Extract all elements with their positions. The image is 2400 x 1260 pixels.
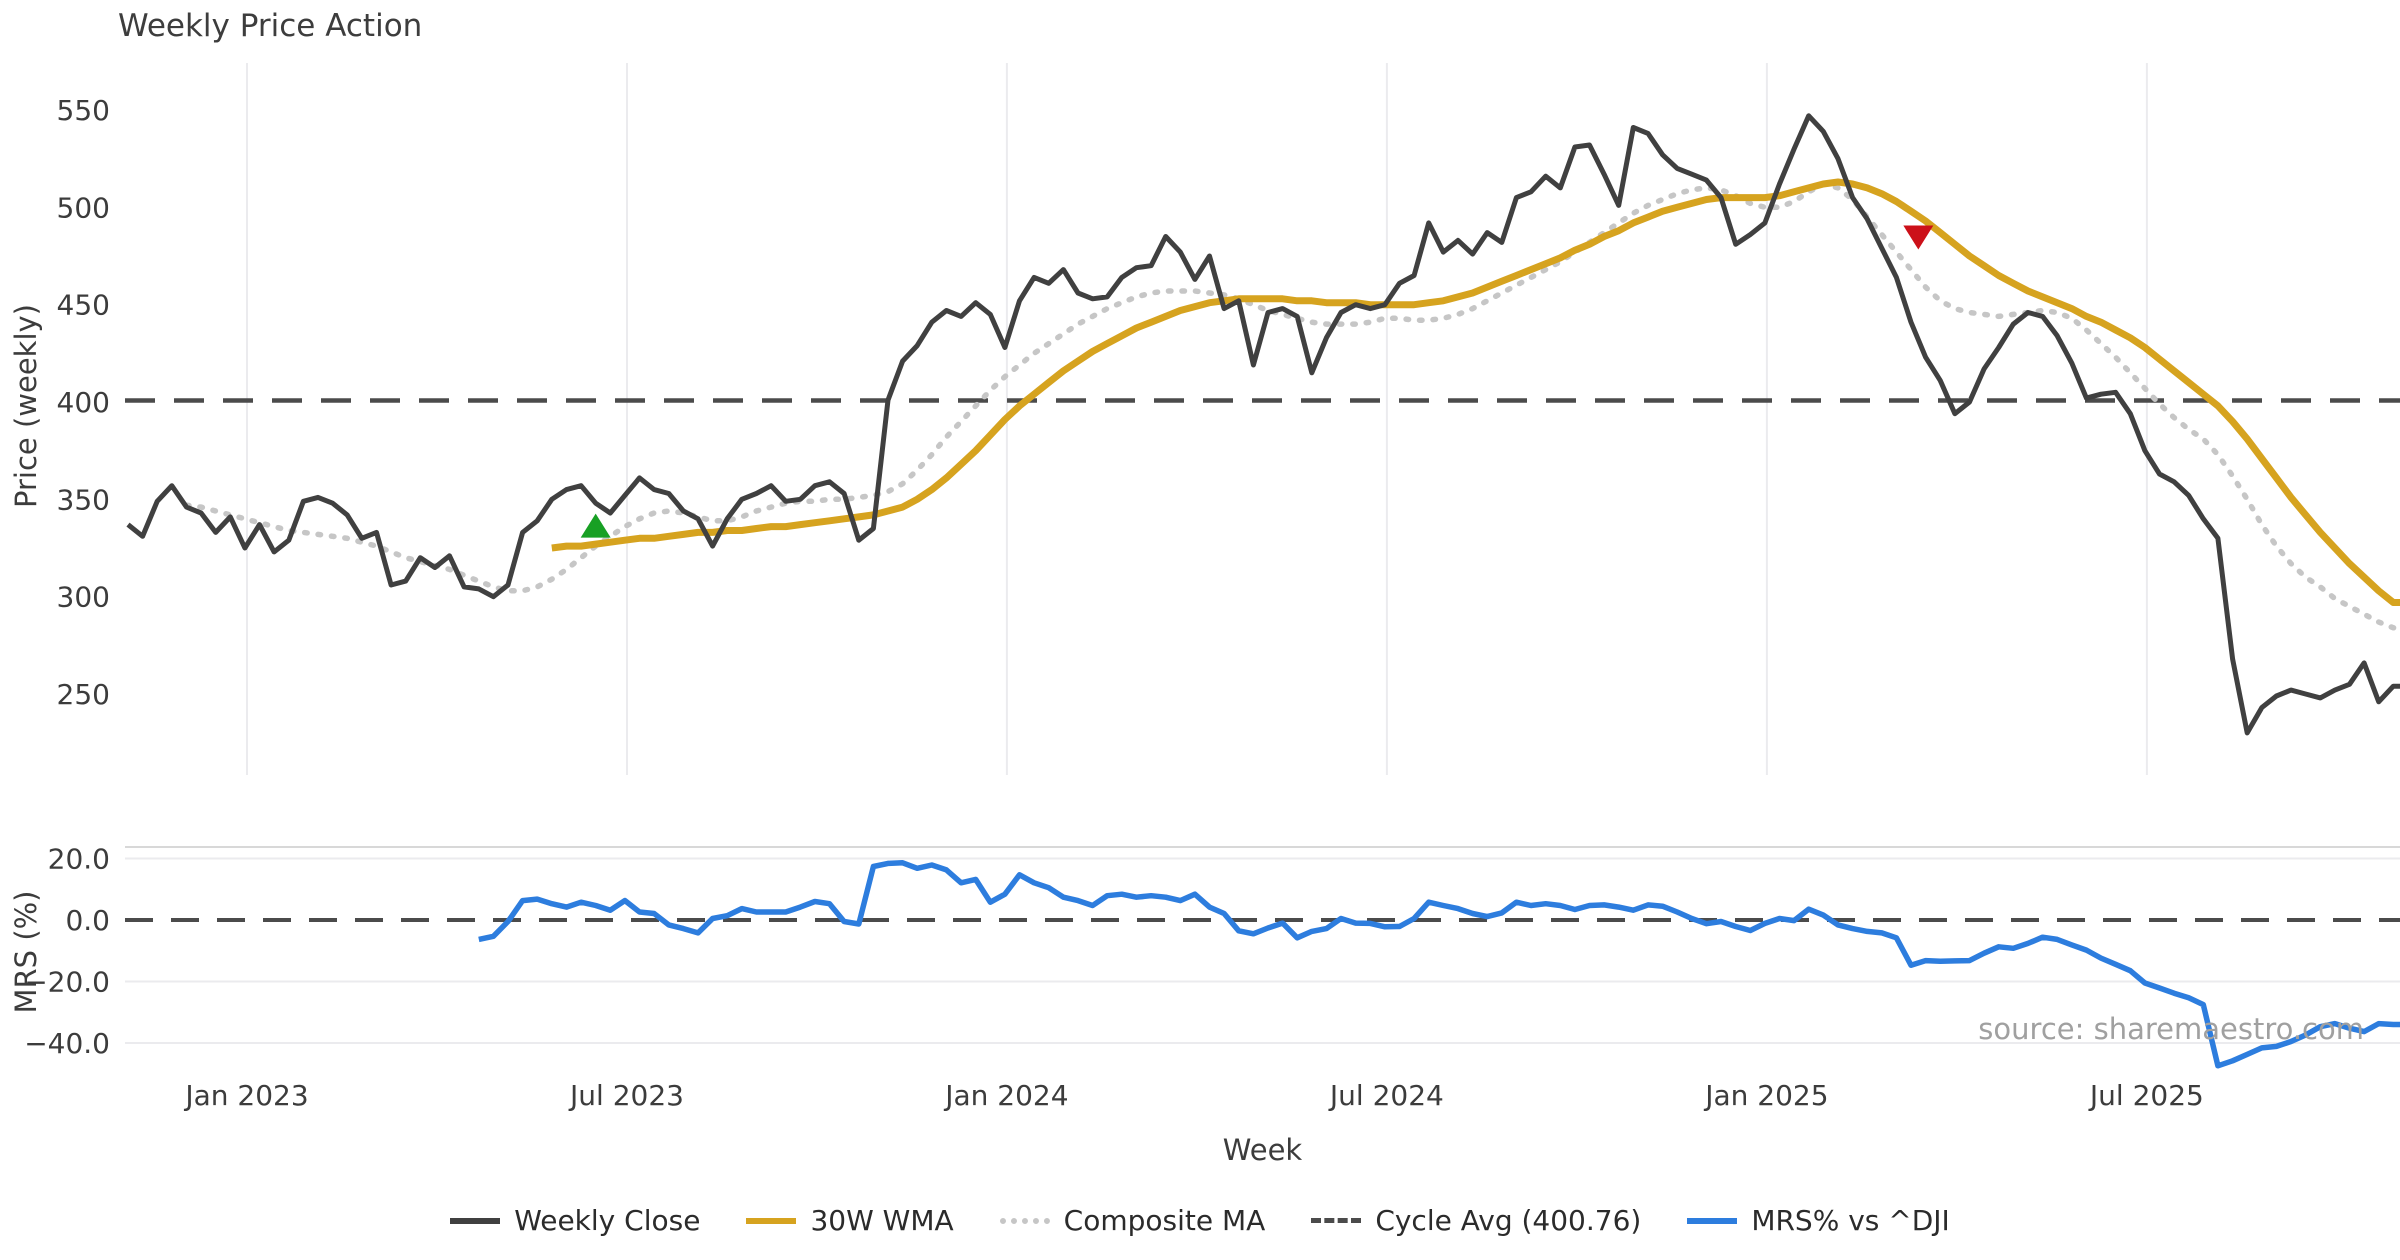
legend-swatch-solid	[1687, 1217, 1738, 1224]
x-axis-title: Week	[1223, 1133, 1303, 1167]
price-y-tick-label: 250	[57, 678, 110, 711]
source-note: source: sharemaestro.com	[1978, 1012, 2364, 1046]
price-y-tick-label: 450	[57, 289, 110, 322]
legend-label: Weekly Close	[514, 1204, 701, 1237]
price-y-tick-label: 500	[57, 191, 110, 224]
mrs-y-tick-label: −40.0	[24, 1027, 110, 1060]
x-tick-label: Jul 2025	[2088, 1079, 2204, 1112]
x-tick-label: Jul 2023	[568, 1079, 684, 1112]
legend-label: 30W WMA	[810, 1204, 954, 1237]
mrs-line	[478, 860, 2400, 1069]
mrs-axis-title: MRS (%)	[9, 891, 43, 1014]
x-tick-label: Jan 2024	[943, 1079, 1068, 1112]
legend-swatch-dashed	[1311, 1218, 1362, 1223]
x-tick-label: Jul 2024	[1328, 1079, 1444, 1112]
legend-item-cycle-avg-400-76: Cycle Avg (400.76)	[1311, 1204, 1641, 1237]
price-y-tick-label: 300	[57, 581, 110, 614]
price-y-tick-label: 550	[57, 94, 110, 127]
legend-item-weekly-close: Weekly Close	[450, 1204, 700, 1237]
composite-ma-line	[183, 181, 2400, 631]
legend-swatch-dotted	[999, 1217, 1050, 1224]
legend-label: MRS% vs ^DJI	[1751, 1204, 1950, 1237]
chart-title: Weekly Price Action	[118, 8, 423, 44]
price-y-tick-label: 400	[57, 386, 110, 419]
legend-item-mrs-vs-dji: MRS% vs ^DJI	[1687, 1204, 1950, 1237]
mrs-y-tick-label: 0.0	[65, 904, 110, 937]
legend-item-30w-wma: 30W WMA	[746, 1204, 954, 1237]
legend-label: Composite MA	[1063, 1204, 1266, 1237]
legend-item-composite-ma: Composite MA	[999, 1204, 1266, 1237]
price-y-tick-label: 350	[57, 483, 110, 516]
legend-label: Cycle Avg (400.76)	[1375, 1204, 1642, 1237]
mrs-y-tick-label: −20.0	[24, 966, 110, 999]
legend-swatch-solid	[450, 1217, 501, 1224]
mrs-y-tick-label: 20.0	[48, 843, 110, 876]
weekly-close-line	[126, 113, 2400, 736]
wma30-line	[551, 178, 2400, 606]
legend-swatch-solid	[746, 1217, 797, 1224]
price-axis-title: Price (weekly)	[9, 304, 43, 508]
x-tick-label: Jan 2023	[183, 1079, 308, 1112]
sell-signal-marker-icon	[1903, 225, 1934, 250]
buy-signal-marker-icon	[580, 513, 611, 538]
legend: Weekly Close 30W WMA Composite MA Cycle Avg…	[0, 1204, 2400, 1237]
x-tick-label: Jan 2025	[1703, 1079, 1828, 1112]
